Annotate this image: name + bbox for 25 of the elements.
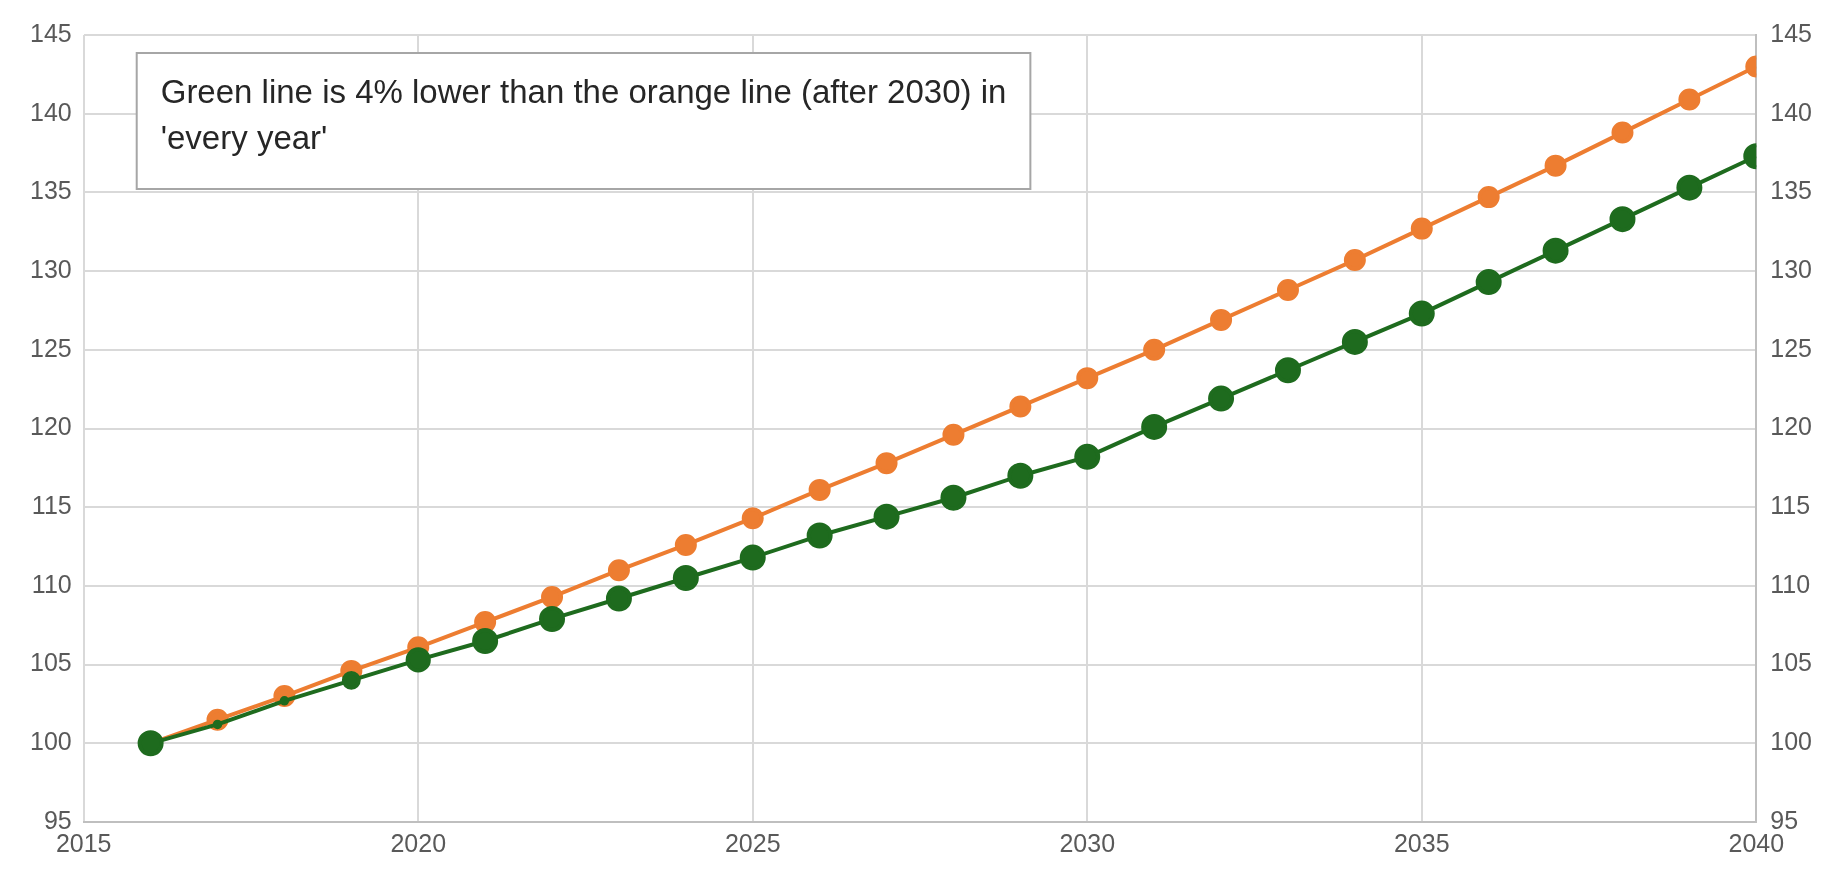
y-tick-label: 105 bbox=[29, 648, 72, 677]
y-tick-label: 140 bbox=[29, 97, 72, 126]
y-tick-label: 130 bbox=[29, 254, 72, 283]
y2-tick-label: 100 bbox=[1770, 727, 1813, 756]
y-tick-label: 135 bbox=[29, 176, 72, 205]
y2-tick-label: 115 bbox=[1770, 491, 1811, 520]
y-tick-label: 120 bbox=[29, 412, 72, 441]
y2-tick-label: 105 bbox=[1770, 648, 1813, 677]
y2-tick-label: 140 bbox=[1770, 97, 1813, 126]
y-tick-label: 115 bbox=[31, 491, 72, 520]
y2-tick-label: 145 bbox=[1770, 18, 1813, 47]
y2-tick-label: 120 bbox=[1770, 412, 1813, 441]
annotation: Green line is 4% lower than the orange line (after 2030) in 'every year' bbox=[160, 72, 1007, 156]
x-tick-label: 2025 bbox=[724, 828, 781, 857]
y2-tick-label: 110 bbox=[1770, 569, 1811, 598]
y-tick-label: 100 bbox=[29, 727, 72, 756]
y-tick-label: 110 bbox=[31, 569, 72, 598]
x-tick-label: 2020 bbox=[390, 828, 447, 857]
y2-tick-label: 130 bbox=[1770, 254, 1813, 283]
x-tick-label: 2030 bbox=[1059, 828, 1116, 857]
y-tick-label: 125 bbox=[29, 333, 72, 362]
y-tick-label: 145 bbox=[29, 18, 72, 47]
x-tick-label: 2035 bbox=[1393, 828, 1450, 857]
y2-tick-label: 135 bbox=[1770, 176, 1813, 205]
y2-tick-label: 125 bbox=[1770, 333, 1813, 362]
